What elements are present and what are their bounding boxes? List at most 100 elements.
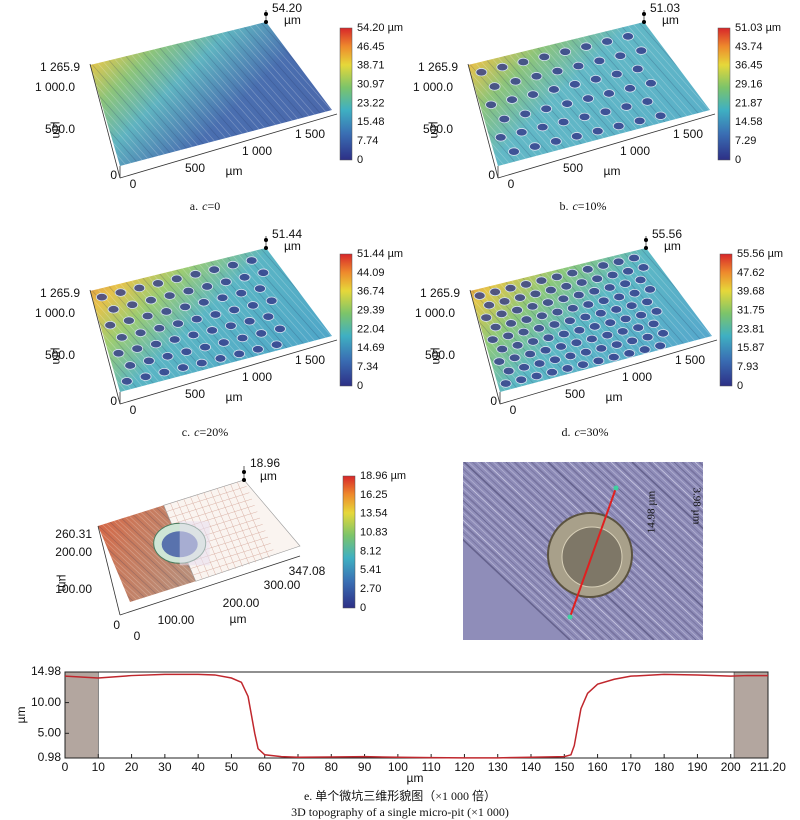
micro-pit [158, 367, 171, 377]
caption-en: 3D topography of a single micro-pit (×1 … [291, 805, 509, 819]
scratch [556, 462, 703, 640]
caption-part: =20% [199, 425, 228, 439]
micro-pit [518, 363, 531, 372]
micro-pit [557, 294, 570, 303]
scratch [551, 462, 703, 640]
micro-pit [161, 352, 174, 361]
micro-pit [517, 57, 530, 67]
y-tick-label: 0 [110, 394, 117, 408]
x-tick-label: 10 [92, 760, 106, 774]
colorbar-label: 23.81 [737, 323, 765, 335]
micro-pit [622, 32, 634, 41]
micro-pit [495, 309, 508, 319]
micro-pit [115, 333, 128, 342]
streak [698, 248, 712, 392]
micro-pit [549, 137, 562, 146]
x-tick-label: 500 [563, 161, 583, 175]
streak [0, 10, 57, 180]
micro-pit [233, 349, 246, 359]
micro-pit [274, 324, 286, 334]
scratch [577, 462, 703, 640]
micro-pit [153, 324, 166, 333]
x-tick-label: 40 [191, 760, 205, 774]
scratch [690, 462, 703, 640]
surface [90, 248, 332, 392]
plot-frame [64, 671, 769, 759]
streak [235, 22, 332, 166]
axis-line [469, 289, 501, 405]
scratch [463, 462, 575, 640]
x-tick-label: 200.00 [223, 596, 260, 610]
colorbar-label: 54.20 µm [357, 22, 403, 34]
box-grid [237, 482, 270, 559]
micro-pit [172, 319, 184, 328]
micro-pit [634, 275, 647, 285]
y-tick-label: 1 265.9 [40, 286, 80, 300]
micro-pit [619, 314, 632, 324]
micro-pit [488, 82, 501, 91]
x-tick-label: 170 [621, 760, 641, 774]
caption-part: =10% [578, 199, 607, 213]
peak-marker [644, 246, 648, 250]
micro-pit [190, 314, 203, 324]
micro-pit [546, 368, 558, 377]
micro-pit [572, 61, 585, 71]
peak-marker [242, 470, 246, 474]
peak-value: 51.44 [272, 227, 302, 241]
peak-marker [264, 246, 268, 250]
micro-pit [538, 52, 551, 62]
colorbar-label: 7.93 [737, 361, 758, 373]
micro-pit [520, 280, 532, 289]
micro-pit [570, 132, 583, 141]
micro-pit [217, 338, 230, 347]
micro-pit [255, 329, 268, 338]
streak [468, 22, 497, 166]
micro-pit [152, 279, 164, 288]
x-tick-label: 100 [388, 760, 408, 774]
micro-pit [227, 260, 239, 270]
micro-pit [150, 339, 162, 349]
caption-cn: e. 单个微坑三维形貌图（×1 000 倍） [304, 788, 496, 803]
y-tick-label: 0.98 [38, 750, 62, 764]
caption: a. c=0 [190, 199, 220, 213]
peak-unit: µm [662, 13, 679, 27]
streak [98, 505, 196, 602]
micro-pit [179, 302, 191, 312]
micro-pit [624, 84, 636, 93]
micro-pit [228, 305, 241, 315]
micro-pit [614, 51, 627, 60]
caption-part: c [202, 199, 208, 213]
streak [301, 236, 451, 406]
streak [746, 236, 800, 406]
streak [468, 22, 525, 166]
streak [468, 22, 573, 166]
surface [468, 22, 710, 166]
micro-pit [657, 329, 669, 338]
micro-pit [592, 356, 605, 366]
x-tick-label: 130 [488, 760, 508, 774]
scratch [581, 462, 703, 640]
axis-line [89, 289, 121, 405]
scratch [463, 462, 625, 640]
colorbar-label: 30.97 [357, 78, 385, 90]
micro-pit [123, 316, 135, 325]
micro-pit [508, 147, 520, 156]
micro-pit [540, 104, 553, 113]
streak [90, 248, 195, 392]
peak-unit: µm [260, 469, 277, 483]
caption: c. c=20% [182, 425, 228, 439]
scratch [602, 462, 703, 640]
micro-pit [612, 257, 625, 266]
micro-pit [582, 94, 594, 103]
micro-pit [581, 265, 594, 274]
micro-pit [535, 276, 548, 285]
colorbar-label: 51.03 µm [735, 22, 781, 34]
micro-pit [254, 284, 266, 293]
caption-part: c [574, 425, 580, 439]
micro-pit [120, 377, 133, 386]
streak [90, 248, 106, 392]
streak [222, 248, 332, 392]
scratch [661, 462, 703, 640]
streak [98, 505, 159, 602]
